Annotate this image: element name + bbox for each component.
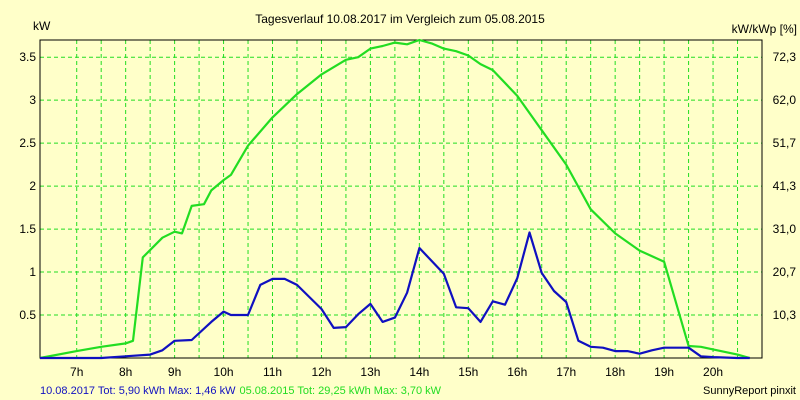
y-right-tick-label: 20,7	[773, 265, 797, 279]
legend-footer: 10.08.2017 Tot: 5,90 kWh Max: 1,46 kW 05.…	[40, 385, 442, 397]
y-axis-left-ticks: 0.5 1 1.5 2 2.5 3 3.5	[19, 50, 36, 322]
x-tick-label: 10h	[214, 365, 234, 379]
x-axis-ticks: 7h 8h 9h 10h 11h 12h 13h 14h 15h 16h 17h 18h 19h 20h	[70, 365, 723, 379]
y-left-tick-label: 2	[29, 179, 36, 193]
x-tick-label: 8h	[119, 365, 132, 379]
series-line-10-08-2017	[40, 231, 750, 360]
y-right-tick-label: 41,3	[773, 179, 797, 193]
x-tick-label: 18h	[605, 365, 625, 379]
x-tick-label: 14h	[409, 365, 429, 379]
right-axis-unit: kW/kWp [%]	[732, 22, 797, 36]
y-right-tick-label: 10,3	[773, 308, 797, 322]
y-left-tick-label: 0.5	[19, 308, 36, 322]
plot-frame	[39, 39, 763, 359]
credit-label: SunnyReport pinxit	[703, 385, 796, 397]
series-line-05-08-2015	[39, 38, 751, 360]
x-tick-label: 20h	[703, 365, 723, 379]
y-left-tick-label: 3	[29, 93, 36, 107]
y-left-tick-label: 1	[29, 265, 36, 279]
y-axis-right-ticks: 10,3 20,7 31,0 41,3 51,7 62,0 72,3	[773, 50, 797, 322]
x-tick-label: 16h	[507, 365, 527, 379]
x-tick-label: 13h	[360, 365, 380, 379]
y-left-tick-label: 1.5	[19, 222, 36, 236]
y-left-tick-label: 2.5	[19, 136, 36, 150]
legend-2017: 10.08.2017 Tot: 5,90 kWh Max: 1,46 kW	[40, 385, 236, 397]
legend-2015: 05.08.2015 Tot: 29,25 kWh Max: 3,70 kW	[239, 385, 441, 397]
x-tick-label: 12h	[311, 365, 331, 379]
series-lines	[39, 38, 751, 360]
x-tick-label: 7h	[70, 365, 83, 379]
x-tick-label: 17h	[556, 365, 576, 379]
y-left-tick-label: 3.5	[19, 50, 36, 64]
y-right-tick-label: 62,0	[773, 93, 797, 107]
x-tick-label: 11h	[263, 365, 282, 379]
chart-title: Tagesverlauf 10.08.2017 im Vergleich zum…	[255, 12, 545, 26]
left-axis-unit: kW	[33, 19, 51, 33]
y-right-tick-label: 72,3	[773, 50, 797, 64]
x-tick-label: 15h	[458, 365, 478, 379]
grid	[40, 40, 762, 358]
y-right-tick-label: 51,7	[773, 136, 797, 150]
x-tick-label: 19h	[654, 365, 674, 379]
y-right-tick-label: 31,0	[773, 222, 797, 236]
x-tick-label: 9h	[168, 365, 181, 379]
